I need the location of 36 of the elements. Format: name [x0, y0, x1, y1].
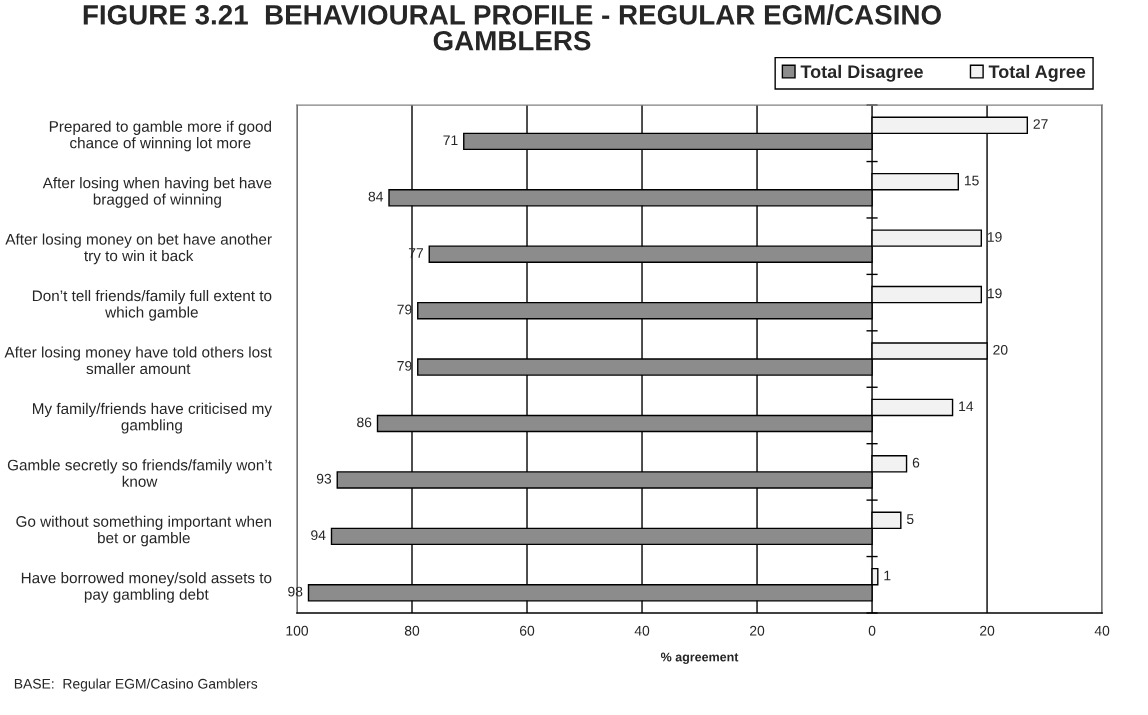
data-label: 27 [1033, 119, 1048, 129]
data-label: 93 [316, 473, 332, 484]
legend-label: Total Disagree [800, 64, 923, 82]
data-label: 86 [357, 417, 372, 428]
data-label: 1 [884, 570, 891, 581]
x-tick-label: 40 [1094, 625, 1110, 636]
data-label: 71 [443, 135, 458, 145]
text: BASE: Regular EGM/Casino Gamblers [14, 678, 258, 692]
data-label: 94 [311, 530, 326, 541]
data-label: 19 [987, 288, 1002, 299]
y-tick-label: Gamble secretly so friends/family won’t know [7, 459, 272, 487]
data-label: 15 [964, 175, 979, 186]
data-label: 14 [959, 401, 974, 412]
x-tick-label: 80 [404, 625, 420, 636]
data-label: 84 [368, 191, 384, 202]
legend-label: Total Agree [988, 64, 1086, 82]
y-tick-label: Don’t tell friends/family full extent to which gamble [32, 289, 272, 321]
y-tick-label: After losing money have told others lost smaller amount [4, 346, 272, 375]
data-label: 6 [912, 457, 920, 468]
x-tick-label: 20 [980, 625, 995, 636]
x-tick-label: 40 [634, 625, 650, 636]
x-tick-label: 60 [520, 625, 535, 636]
data-label: 5 [906, 514, 914, 525]
y-tick-label: After losing when having bet have bragged of winning [42, 177, 272, 208]
x-tick-label: 100 [286, 625, 309, 636]
y-tick-label: After losing money on bet have another try to win it back [5, 233, 272, 265]
chart-title: FIGURE 3.21 BEHAVIOURAL PROFILE - REGULAR EGM/CASINO GAMBLERS [83, 4, 941, 51]
data-label: 20 [993, 344, 1008, 355]
y-tick-label: Have borrowed money/sold assets to pay gambling debt [21, 572, 272, 603]
x-tick-label: 0 [868, 625, 876, 636]
x-tick-label: 20 [750, 625, 765, 636]
y-tick-label: Prepared to gamble more if good chance of winning lot more [49, 120, 272, 152]
y-tick-label: Go without something important when bet or gamble [16, 515, 272, 547]
data-label: 19 [987, 232, 1002, 242]
y-tick-label: My family/friends have criticised my gambling [32, 402, 272, 434]
x-axis-title: % agreement [660, 652, 739, 664]
